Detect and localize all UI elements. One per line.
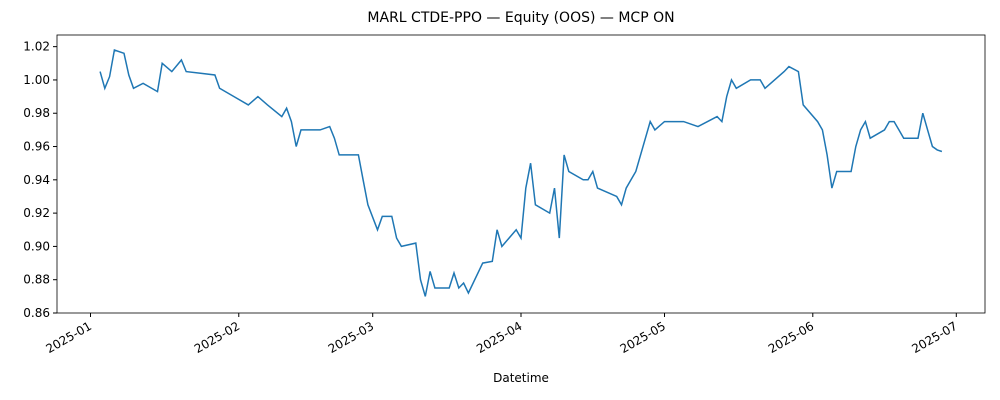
x-tick-label: 2025-03 bbox=[326, 319, 376, 356]
x-tick-label: 2025-05 bbox=[618, 319, 668, 356]
x-tick-label: 2025-06 bbox=[766, 319, 816, 356]
y-tick-label: 0.98 bbox=[23, 106, 50, 120]
x-tick-label: 2025-04 bbox=[474, 319, 524, 356]
equity-line bbox=[99, 49, 943, 297]
chart-title: MARL CTDE-PPO — Equity (OOS) — MCP ON bbox=[367, 10, 674, 26]
y-tick-label: 0.92 bbox=[23, 206, 50, 220]
y-tick-label: 0.90 bbox=[23, 239, 50, 253]
y-tick-label: 1.02 bbox=[23, 40, 50, 54]
y-tick-label: 0.94 bbox=[23, 173, 50, 187]
x-tick-label: 2025-02 bbox=[192, 319, 242, 356]
plot-frame bbox=[56, 34, 986, 314]
y-tick-label: 0.86 bbox=[23, 306, 50, 320]
x-axis-label: Datetime bbox=[493, 371, 549, 385]
x-tick-label: 2025-01 bbox=[44, 319, 94, 356]
y-tick-label: 0.96 bbox=[23, 140, 50, 154]
y-tick-label: 0.88 bbox=[23, 273, 50, 287]
x-tick-label: 2025-07 bbox=[909, 319, 959, 356]
y-tick-label: 1.00 bbox=[23, 73, 50, 87]
